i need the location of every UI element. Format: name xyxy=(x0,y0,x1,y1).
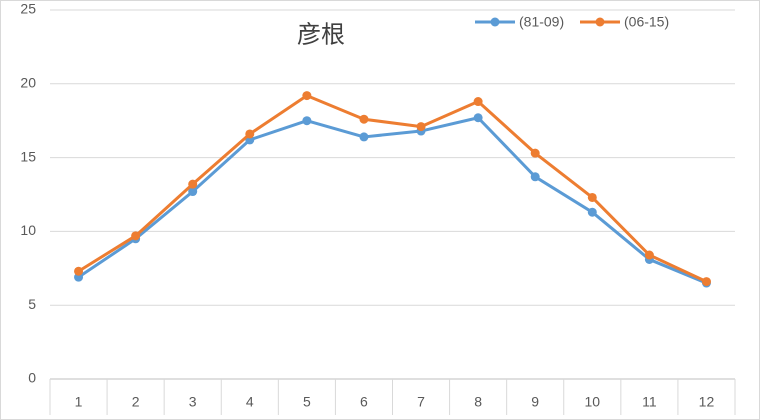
point xyxy=(245,129,255,139)
point xyxy=(530,148,540,158)
point xyxy=(359,114,369,124)
x-tick-label: 7 xyxy=(417,394,425,410)
series-line xyxy=(77,116,708,285)
legend-label: (06-15) xyxy=(624,14,669,30)
x-tick-label: 4 xyxy=(246,394,254,410)
y-tick-label: 10 xyxy=(20,222,36,238)
legend-marker xyxy=(490,17,500,27)
x-tick-label: 5 xyxy=(303,394,311,410)
x-tick-label: 8 xyxy=(474,394,482,410)
y-tick-label: 25 xyxy=(20,1,36,17)
y-tick-label: 0 xyxy=(28,370,36,386)
point xyxy=(530,172,540,182)
x-tick-label: 1 xyxy=(75,394,83,410)
point xyxy=(302,116,312,126)
series-line xyxy=(77,94,708,283)
y-tick-label: 5 xyxy=(28,296,36,312)
point xyxy=(74,266,84,276)
point xyxy=(131,231,141,241)
x-tick-label: 2 xyxy=(132,394,140,410)
x-tick-label: 11 xyxy=(642,394,657,410)
y-tick-label: 15 xyxy=(20,148,36,164)
point xyxy=(701,277,711,287)
x-tick-label: 10 xyxy=(585,394,601,410)
point xyxy=(302,91,312,101)
chart-title: 彦根 xyxy=(297,21,345,48)
point xyxy=(587,192,597,202)
x-tick-label: 3 xyxy=(189,394,197,410)
legend-label: (81-09) xyxy=(519,14,564,30)
point xyxy=(188,187,198,197)
x-tick-label: 6 xyxy=(360,394,368,410)
point xyxy=(188,179,198,189)
point xyxy=(587,207,597,217)
point xyxy=(416,122,426,132)
y-tick-label: 20 xyxy=(20,75,36,91)
point xyxy=(473,97,483,107)
legend-marker xyxy=(595,17,605,27)
point xyxy=(473,113,483,123)
x-tick-label: 9 xyxy=(531,394,539,410)
point xyxy=(359,132,369,142)
x-tick-label: 12 xyxy=(699,394,715,410)
point xyxy=(644,250,654,260)
